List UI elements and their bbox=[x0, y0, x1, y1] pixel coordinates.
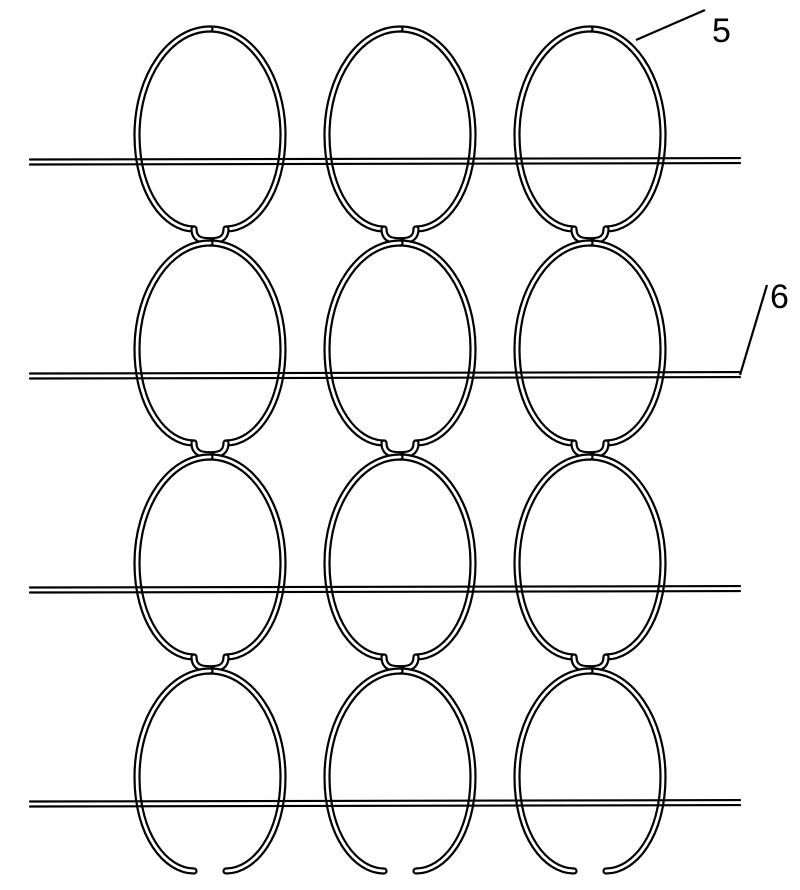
loop bbox=[137, 29, 283, 243]
loop bbox=[137, 457, 283, 671]
loop bbox=[327, 671, 473, 871]
loop bbox=[137, 243, 283, 457]
loop-columns bbox=[137, 29, 663, 871]
loop-column bbox=[517, 29, 663, 871]
loop bbox=[327, 29, 473, 243]
loop bbox=[517, 29, 663, 243]
loop bbox=[517, 671, 663, 871]
loop bbox=[327, 457, 473, 671]
loop bbox=[517, 243, 663, 457]
label-5: 5 bbox=[712, 12, 731, 50]
loop-column bbox=[137, 29, 283, 871]
label-6: 6 bbox=[770, 278, 789, 316]
loop-column bbox=[327, 29, 473, 871]
loop bbox=[327, 243, 473, 457]
diagram-canvas: 56 bbox=[0, 0, 800, 890]
loop bbox=[517, 457, 663, 671]
loop bbox=[137, 671, 283, 871]
